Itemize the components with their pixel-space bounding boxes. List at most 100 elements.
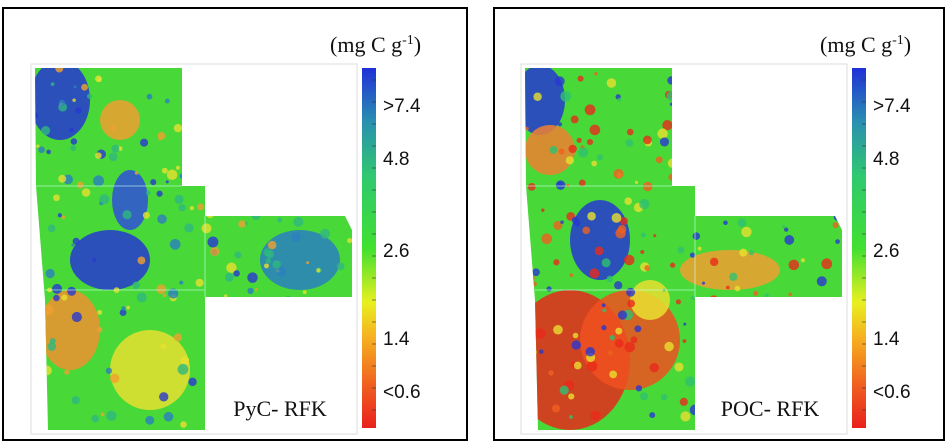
map-speckle xyxy=(837,154,842,164)
map-speckle xyxy=(640,392,649,401)
colorbar-label: 4.8 xyxy=(873,149,899,170)
map-speckle xyxy=(309,310,317,318)
map-speckle xyxy=(331,207,340,216)
map-speckle xyxy=(560,220,564,224)
map-speckle xyxy=(205,374,216,385)
map-speckle xyxy=(802,115,810,123)
map-speckle xyxy=(742,177,752,187)
map-speckle xyxy=(781,321,787,327)
map-speckle xyxy=(255,329,264,338)
map-speckle xyxy=(697,246,702,251)
colorbar-label: 2.6 xyxy=(873,241,899,262)
map-patch xyxy=(35,68,90,140)
map-speckle xyxy=(830,202,838,211)
map-speckle xyxy=(617,310,627,320)
map-speckle xyxy=(787,314,798,325)
map-speckle xyxy=(162,293,167,298)
colorbar xyxy=(852,68,866,428)
state-borders xyxy=(526,185,696,297)
map-speckle xyxy=(548,370,554,376)
map-speckle xyxy=(290,128,294,132)
map-speckle xyxy=(838,356,842,361)
panel-label-box xyxy=(702,390,837,430)
map-speckle xyxy=(725,362,730,367)
map-speckle xyxy=(92,257,97,262)
map-speckle xyxy=(655,156,663,164)
unit-label: (mg C g-1) xyxy=(820,32,911,57)
map-speckle xyxy=(206,210,214,219)
map-speckle xyxy=(570,115,579,124)
map-patch xyxy=(570,200,630,280)
map-speckle xyxy=(105,367,113,374)
map-speckle xyxy=(267,99,277,109)
map-speckle xyxy=(156,190,163,197)
map-speckle xyxy=(584,104,596,116)
map-speckle xyxy=(745,97,756,108)
map-speckle xyxy=(184,223,194,233)
map-speckle xyxy=(541,208,545,212)
panel-label: PyC- RFK xyxy=(233,396,327,421)
map-speckle xyxy=(146,190,151,196)
map-speckle xyxy=(833,98,838,103)
map-speckle xyxy=(553,324,563,335)
map-speckle xyxy=(222,75,233,86)
map-speckle xyxy=(291,232,301,242)
map-speckle xyxy=(230,69,241,79)
map-speckle xyxy=(559,385,569,395)
map-speckle xyxy=(100,412,105,417)
map-speckle xyxy=(692,232,701,240)
map-speckle xyxy=(627,299,636,308)
map-speckle xyxy=(534,328,546,340)
map-speckle xyxy=(750,349,755,353)
map-speckle xyxy=(73,85,77,89)
map-speckle xyxy=(67,286,77,296)
map-speckle xyxy=(775,350,784,360)
map-speckle xyxy=(553,220,563,230)
map-speckle xyxy=(553,259,560,266)
map-speckle xyxy=(313,83,319,90)
map-speckle xyxy=(81,188,91,197)
map-speckle xyxy=(582,226,591,235)
map-speckle xyxy=(57,213,62,218)
map-speckle xyxy=(284,296,293,305)
map-speckle xyxy=(97,77,102,82)
map-speckle xyxy=(590,410,601,421)
map-speckle xyxy=(97,327,103,333)
map-speckle xyxy=(86,93,93,99)
map-speckle xyxy=(657,128,668,139)
map-speckle xyxy=(780,150,789,159)
map-speckle xyxy=(45,268,55,279)
map-speckle xyxy=(81,83,88,91)
unit-exponent: -1 xyxy=(892,33,904,48)
map-speckle xyxy=(145,415,155,425)
map-speckle xyxy=(95,152,102,159)
map-speckle xyxy=(719,108,727,115)
map-speckle xyxy=(322,84,329,91)
map-speckle xyxy=(709,257,719,267)
map-speckle xyxy=(256,167,263,174)
map-speckle xyxy=(836,304,842,313)
map-speckle xyxy=(594,246,604,256)
map-speckle xyxy=(146,93,153,100)
map-speckle xyxy=(244,331,254,342)
map-speckle xyxy=(35,361,45,372)
map-patch xyxy=(630,280,670,320)
map-speckle xyxy=(324,328,333,338)
map-speckle xyxy=(336,262,345,271)
map-speckle xyxy=(337,304,347,314)
map-speckle xyxy=(679,397,688,406)
map-speckle xyxy=(339,167,350,179)
map-speckle xyxy=(678,95,686,103)
map-speckle xyxy=(675,299,681,305)
map-speckle xyxy=(784,227,789,232)
panel: >7.4 4.8 2.6 1.4 <0.6 (mg C g-1) PyC- RFK xyxy=(2,7,468,441)
map-speckle xyxy=(602,308,607,313)
map-speckle xyxy=(825,198,829,202)
map-speckle xyxy=(76,181,84,189)
unit-label: (mg C g-1) xyxy=(330,32,421,57)
map-speckle xyxy=(619,217,628,226)
map-speckle xyxy=(684,181,689,186)
map-speckle xyxy=(50,82,55,86)
map-speckle xyxy=(589,268,600,279)
map-patch xyxy=(110,330,190,410)
